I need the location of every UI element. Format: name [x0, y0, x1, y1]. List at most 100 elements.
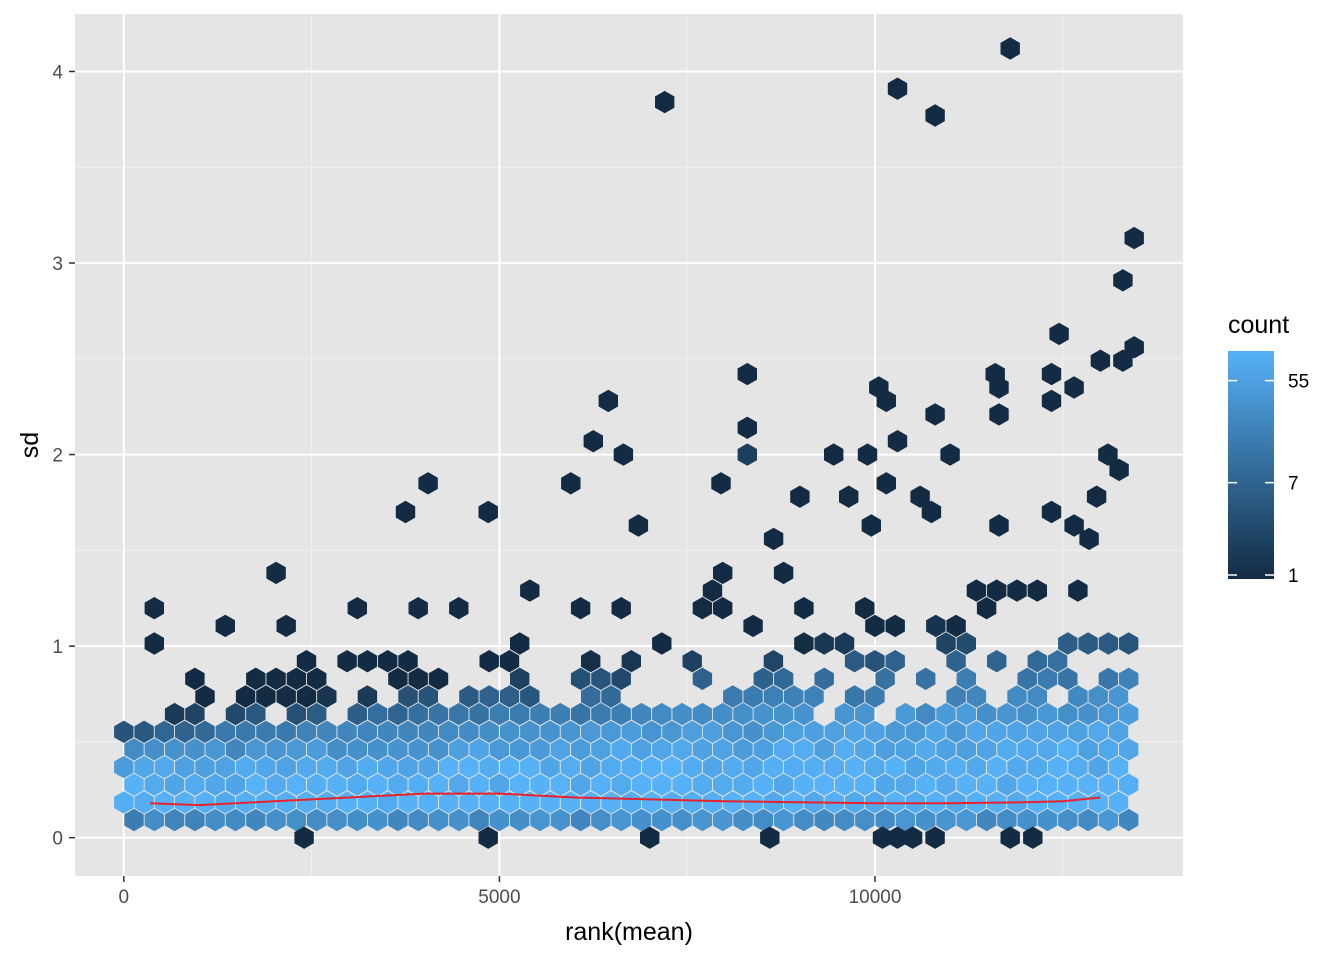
- hexbin-cell: [154, 791, 175, 814]
- hexbin-cell: [875, 667, 895, 690]
- hexbin-cell: [743, 720, 763, 743]
- hexbin-cell: [743, 614, 763, 638]
- hexbin-cell: [763, 527, 784, 551]
- hexbin-cell: [246, 773, 266, 796]
- hexbin-cell: [885, 720, 905, 743]
- hexbin-cell: [114, 755, 134, 779]
- hexbin-cell: [989, 376, 1009, 399]
- hexbin-cell: [987, 650, 1007, 673]
- hexbin-cell: [1007, 755, 1027, 779]
- hexbin-cell: [824, 720, 844, 743]
- hexbin-cell: [1068, 685, 1088, 708]
- hexbin-cell: [550, 773, 570, 796]
- hexbin-cell: [1058, 667, 1078, 690]
- hexbin-cell: [317, 685, 337, 708]
- hexbin-cell: [408, 667, 428, 690]
- hexbin-cell: [855, 773, 875, 796]
- hexbin-cell: [1088, 791, 1108, 814]
- hexbin-cell: [773, 667, 794, 690]
- hexbin-cell: [530, 773, 550, 796]
- hexbin-cell: [925, 104, 945, 127]
- hexbin-cell: [737, 443, 757, 466]
- hexbin-cell: [601, 720, 621, 743]
- hexbin-cell: [737, 416, 757, 439]
- hexbin-cell: [570, 667, 591, 690]
- hexbin-cell: [388, 667, 408, 690]
- hexbin-cell: [307, 667, 327, 690]
- hexbin-cell: [499, 650, 520, 673]
- hexbin-cell: [489, 702, 510, 726]
- hexbin-cell: [428, 773, 449, 796]
- hexbin-cell: [885, 614, 905, 638]
- hexbin-cell: [834, 702, 855, 726]
- hexbin-cell: [733, 808, 753, 832]
- hexbin-cell: [327, 773, 347, 796]
- hexbin-cell: [479, 650, 499, 673]
- hexbin-cell: [925, 403, 945, 426]
- hexbin-cell: [672, 773, 692, 796]
- hexbin-cell: [692, 597, 713, 620]
- hexbin-cell: [682, 755, 702, 779]
- hexbin-cell: [378, 650, 398, 673]
- hexbin-cell: [956, 808, 976, 832]
- hexbin-cell: [790, 485, 810, 508]
- hexbin-cell: [641, 720, 662, 743]
- hexbin-cell: [307, 773, 327, 796]
- hexbin-cell: [997, 702, 1017, 726]
- hexbin-cell: [1027, 650, 1047, 673]
- hexbin-cell: [510, 738, 530, 761]
- hexbin-cell: [418, 720, 438, 743]
- hexbin-cell: [510, 702, 530, 726]
- hexbin-cell: [784, 755, 804, 779]
- hexbin-cell: [388, 808, 408, 832]
- hexbin-cell: [1058, 808, 1078, 832]
- hexbin-cell: [418, 685, 438, 708]
- hexbin-cell: [885, 755, 905, 779]
- hexbin-cell: [652, 702, 672, 726]
- hexbin-cell: [956, 702, 976, 726]
- hexbin-cell: [655, 90, 675, 114]
- hexbin-cell: [1098, 667, 1119, 690]
- hexbin-cell: [966, 579, 987, 602]
- hexbin-cell: [317, 720, 337, 743]
- hexbin-cell: [570, 808, 591, 832]
- x-tick-label: 10000: [849, 887, 902, 908]
- hexbin-cell: [1119, 702, 1139, 726]
- hexbin-cell: [662, 720, 682, 743]
- hexbin-cell: [1078, 632, 1098, 655]
- hexbin-cell: [185, 808, 205, 832]
- hexbin-cell: [1098, 808, 1119, 832]
- hexbin-cell: [966, 755, 987, 779]
- hexbin-cell: [857, 443, 878, 466]
- hexbin-cell: [601, 685, 621, 708]
- hexbin-cell: [327, 808, 347, 832]
- hexbin-cell: [1000, 37, 1020, 60]
- smooth-trend-line: [150, 792, 1101, 807]
- hexbin-cell: [1108, 685, 1129, 708]
- hexbin-cell: [1017, 702, 1037, 726]
- hexbin-cell: [378, 720, 398, 743]
- hexbin-cell: [834, 808, 855, 832]
- hexbin-cell: [1068, 791, 1088, 814]
- hexbin-cell: [733, 738, 753, 761]
- hexbin-cell: [388, 773, 408, 796]
- hexbin-cell: [367, 702, 388, 726]
- hexbin-cell: [256, 720, 276, 743]
- hexbin-cell: [134, 720, 154, 743]
- hexbin-cell: [1098, 632, 1119, 655]
- x-axis-ticks: 0 5000 10000: [119, 876, 902, 908]
- hexbin-cell: [760, 826, 780, 849]
- hexbin-cell: [449, 773, 469, 796]
- hexbin-cell: [987, 720, 1007, 743]
- hexbin-cell: [723, 720, 743, 743]
- hexbin-cell: [215, 791, 235, 814]
- hexbin-cell: [905, 720, 926, 743]
- hexbin-cell: [1119, 632, 1139, 655]
- hexbin-cell: [357, 685, 378, 708]
- hexbin-cell: [560, 720, 581, 743]
- hexbin-cell: [713, 702, 733, 726]
- hexbin-cell: [144, 738, 164, 761]
- hexbin-cell: [784, 685, 804, 708]
- hexbin-cell: [327, 738, 347, 761]
